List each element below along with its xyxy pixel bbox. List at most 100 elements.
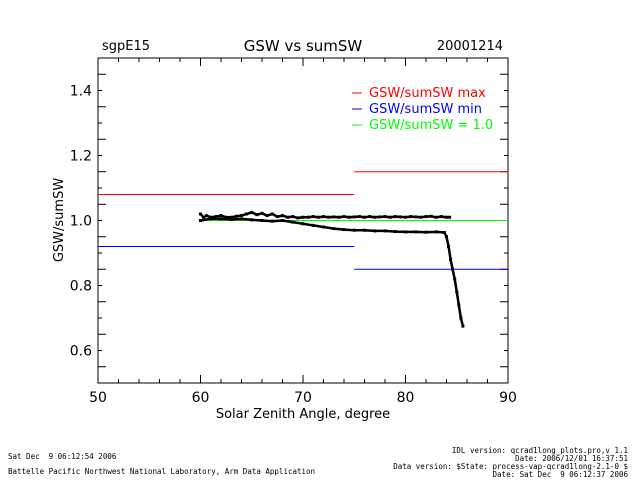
upper-branch-point	[209, 215, 213, 219]
upper-branch-point	[286, 215, 290, 219]
upper-branch-point	[424, 215, 428, 219]
upper-branch-point	[404, 215, 407, 219]
upper-branch-point	[414, 215, 418, 219]
footer-left-line1: Sat Dec 9 06:12:54 2006	[8, 452, 117, 461]
upper-branch-point	[260, 211, 264, 215]
lower-branch-point	[383, 229, 387, 233]
lower-branch-point	[281, 219, 284, 222]
upper-branch-point	[332, 215, 336, 219]
upper-branch-point	[439, 215, 443, 219]
upper-branch-point	[291, 215, 295, 219]
upper-branch-point	[306, 215, 310, 219]
lower-branch-point	[457, 303, 461, 307]
y-tick-label: 1.0	[70, 214, 92, 230]
x-tick-label: 50	[89, 390, 107, 406]
lower-branch-point	[373, 229, 377, 233]
upper-branch-point	[245, 212, 249, 216]
upper-branch-point	[250, 210, 254, 214]
x-tick-label: 80	[397, 390, 415, 406]
lower-branch-point	[363, 228, 366, 232]
date-label: 20001214	[437, 39, 503, 54]
lower-branch-point	[291, 220, 295, 224]
upper-branch-point	[445, 215, 448, 219]
lower-branch-point	[445, 235, 448, 239]
upper-branch-point	[378, 215, 382, 219]
lower-branch-point	[434, 230, 438, 234]
lower-branch-point	[199, 219, 202, 222]
lower-branch-point	[453, 277, 457, 281]
lower-branch-point	[342, 228, 346, 232]
upper-branch-point	[434, 215, 438, 219]
lower-branch-point	[442, 231, 446, 235]
upper-branch-point	[311, 215, 315, 219]
upper-branch-point	[316, 215, 320, 219]
upper-branch-point	[205, 214, 209, 218]
upper-branch-point	[219, 214, 223, 218]
lower-branch-point	[250, 218, 254, 222]
upper-branch-point	[347, 215, 351, 219]
upper-branch-point	[383, 215, 387, 219]
footer-right-line4: Date: Sat Dec 9 06:12:37 2006	[492, 470, 628, 479]
upper-branch-point	[214, 215, 218, 219]
upper-branch-point	[234, 214, 238, 218]
upper-branch-point	[327, 215, 331, 219]
upper-branch-point	[388, 215, 392, 219]
upper-branch-point	[393, 215, 397, 219]
lower-branch-point	[332, 227, 336, 231]
lower-branch-point	[424, 230, 428, 234]
lower-branch-point	[240, 217, 243, 221]
y-tick-label: 1.4	[70, 84, 92, 100]
upper-branch-point	[202, 215, 206, 219]
lower-branch-point	[404, 230, 407, 234]
y-tick-label: 1.2	[70, 149, 92, 165]
lower-branch-point	[393, 230, 397, 234]
lower-branch-point	[311, 223, 315, 227]
upper-branch-point	[275, 215, 279, 219]
upper-branch-point	[281, 214, 284, 218]
upper-branch-point	[265, 214, 269, 218]
upper-branch-point	[322, 215, 325, 219]
chart-title: GSW vs sumSW	[244, 37, 363, 55]
upper-branch-point	[270, 212, 274, 216]
footer-right-line1: IDL version: qcrad1long_plots.pro,v 1.1	[451, 446, 628, 455]
legend-label-0: GSW/sumSW max	[369, 86, 486, 101]
lower-branch-point	[219, 217, 223, 221]
lower-branch-point	[322, 225, 325, 229]
y-tick-label: 0.6	[70, 344, 92, 360]
x-axis-label: Solar Zenith Angle, degree	[216, 407, 390, 422]
upper-branch-point	[352, 215, 356, 219]
upper-branch-point	[363, 215, 366, 219]
upper-branch-point	[229, 215, 233, 219]
upper-branch-point	[337, 215, 341, 219]
upper-branch-point	[409, 215, 413, 219]
legend-label-1: GSW/sumSW min	[369, 102, 482, 117]
lower-branch-point	[414, 230, 418, 234]
lower-branch-point	[301, 222, 305, 226]
upper-branch-point	[373, 215, 377, 219]
footer-right-line2: Date: 2006/12/01 16:37:51	[515, 454, 628, 463]
lower-branch-point	[451, 267, 455, 271]
lower-branch-point	[447, 245, 451, 248]
upper-branch-point	[368, 215, 372, 219]
upper-branch-point	[240, 214, 243, 218]
lower-branch-point	[209, 217, 213, 221]
lower-branch-point	[229, 218, 233, 222]
footer-right-line3: Data version: $State: process-vap-qcrad1…	[393, 462, 628, 471]
legend-label-2: GSW/sumSW = 1.0	[369, 118, 493, 133]
upper-branch-point	[398, 215, 402, 219]
y-tick-label: 0.8	[70, 279, 92, 295]
upper-branch-point	[255, 213, 259, 217]
x-tick-label: 60	[192, 390, 210, 406]
upper-branch-point	[448, 215, 452, 219]
plot-area: 50 60 70 80 90 0.6 0.8 1.0 1.2 1.4	[70, 57, 517, 406]
lower-branch-point	[352, 228, 356, 232]
lower-branch-trace	[200, 217, 465, 327]
lower-branch-point	[270, 219, 274, 223]
lower-branch-point	[461, 324, 465, 328]
upper-branch-point	[224, 215, 228, 219]
upper-branch-point	[342, 215, 346, 219]
upper-branch-point	[301, 215, 305, 219]
upper-branch-point	[357, 215, 361, 219]
